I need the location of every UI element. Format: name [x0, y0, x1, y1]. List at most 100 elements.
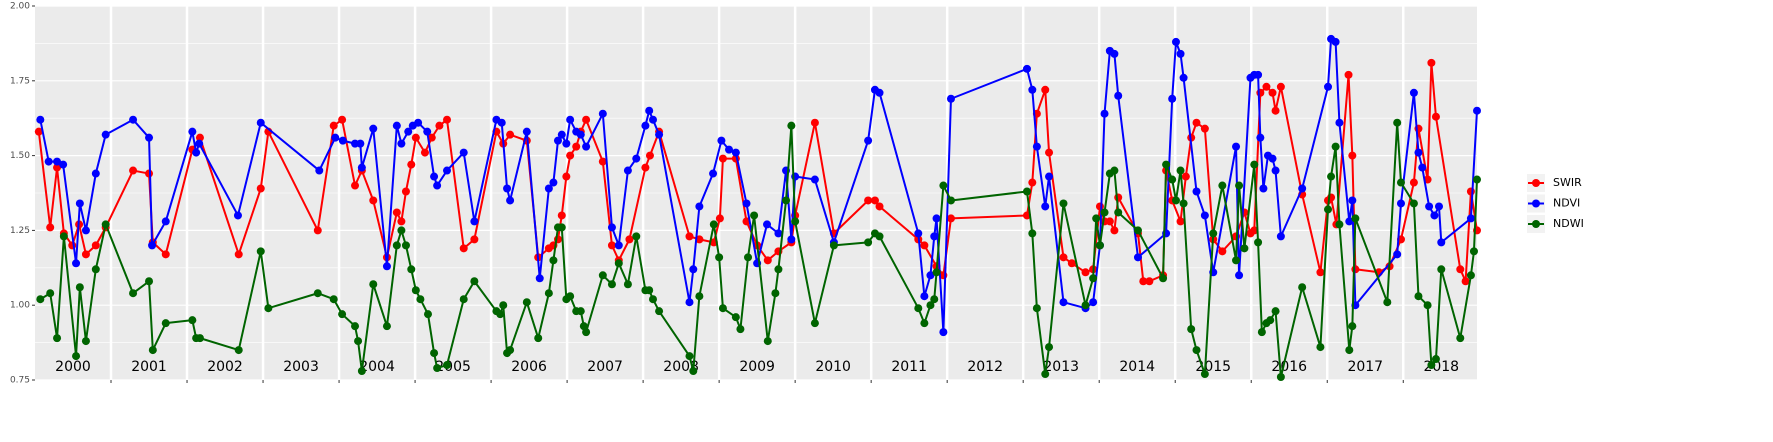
data-point — [81, 250, 90, 259]
data-point — [1041, 370, 1050, 379]
data-point — [161, 319, 170, 328]
data-point — [1114, 208, 1123, 217]
data-point — [1218, 247, 1227, 256]
data-point — [875, 88, 884, 97]
data-point — [695, 292, 704, 301]
data-point — [356, 139, 365, 148]
data-point — [506, 130, 515, 139]
data-point — [1268, 154, 1277, 163]
data-point — [864, 238, 873, 247]
data-point — [81, 337, 90, 346]
data-point — [939, 328, 948, 337]
data-point — [407, 160, 416, 169]
data-point — [36, 295, 45, 304]
data-point — [1276, 373, 1285, 382]
data-point — [404, 127, 413, 136]
data-point — [1200, 370, 1209, 379]
data-point — [1409, 178, 1418, 187]
year-label: 2002 — [207, 359, 243, 375]
data-point — [645, 106, 654, 115]
data-point — [1133, 253, 1142, 262]
data-point — [1192, 346, 1201, 355]
data-point — [313, 226, 322, 235]
data-point — [1262, 82, 1271, 91]
data-point — [392, 121, 401, 130]
data-point — [1469, 247, 1478, 256]
data-point — [401, 241, 410, 250]
data-point — [1159, 274, 1168, 283]
data-point — [313, 289, 322, 298]
data-point — [1200, 211, 1209, 220]
data-point — [557, 130, 566, 139]
legend-label: NDVI — [1553, 197, 1580, 210]
data-point — [161, 250, 170, 259]
data-point — [315, 166, 324, 175]
data-point — [946, 214, 955, 223]
data-point — [557, 223, 566, 232]
data-point — [763, 337, 772, 346]
data-point — [685, 298, 694, 307]
data-point — [423, 310, 432, 319]
data-point — [1345, 217, 1354, 226]
data-point — [470, 217, 479, 226]
data-point — [435, 121, 444, 130]
year-label: 2003 — [283, 359, 319, 375]
data-point — [914, 304, 923, 313]
data-point — [744, 253, 753, 262]
data-point — [34, 127, 43, 136]
data-point — [1110, 166, 1119, 175]
data-point — [506, 346, 515, 355]
data-point — [423, 127, 432, 136]
data-point — [1266, 316, 1275, 325]
year-label: 2006 — [511, 359, 547, 375]
data-point — [53, 334, 62, 343]
year-label: 2012 — [967, 359, 1003, 375]
y-tick-label: 1.50 — [10, 151, 30, 161]
data-point — [632, 232, 641, 241]
data-point — [430, 172, 439, 181]
data-point — [1089, 274, 1098, 283]
data-point — [1271, 307, 1280, 316]
data-point — [1425, 202, 1434, 211]
data-point — [148, 241, 157, 250]
data-point — [1276, 82, 1285, 91]
data-point — [655, 130, 664, 139]
data-point — [1316, 268, 1325, 277]
data-point — [1110, 226, 1119, 235]
data-point — [864, 196, 873, 205]
data-point — [870, 196, 879, 205]
data-point — [1235, 271, 1244, 280]
data-point — [623, 166, 632, 175]
data-point — [1092, 214, 1101, 223]
year-label: 2001 — [131, 359, 167, 375]
data-point — [1335, 220, 1344, 229]
data-point — [354, 337, 363, 346]
data-point — [338, 115, 347, 124]
data-point — [829, 241, 838, 250]
data-point — [407, 265, 416, 274]
data-point — [736, 325, 745, 334]
data-point — [1240, 244, 1249, 253]
data-point — [53, 163, 62, 172]
data-point — [582, 115, 591, 124]
data-point — [256, 184, 265, 193]
data-point — [329, 121, 338, 130]
data-point — [535, 274, 544, 283]
data-point — [576, 307, 585, 316]
data-point — [1176, 217, 1185, 226]
data-point — [161, 217, 170, 226]
data-point — [930, 295, 939, 304]
data-point — [1331, 37, 1340, 46]
data-point — [414, 118, 423, 127]
year-label: 2017 — [1347, 359, 1383, 375]
data-point — [72, 352, 81, 361]
data-point — [1393, 250, 1402, 259]
year-label: 2013 — [1043, 359, 1079, 375]
year-label: 2014 — [1119, 359, 1155, 375]
data-point — [598, 109, 607, 118]
data-point — [129, 115, 138, 124]
data-point — [645, 286, 654, 295]
data-point — [72, 259, 81, 268]
data-point — [926, 301, 935, 310]
data-point — [1393, 118, 1402, 127]
